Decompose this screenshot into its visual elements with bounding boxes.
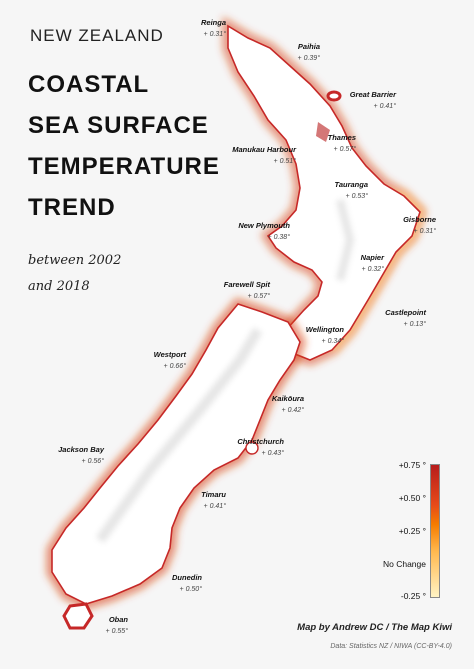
title-line-4: TREND xyxy=(28,194,116,221)
label-tauranga-name: Tauranga xyxy=(334,180,368,189)
label-gisborne-value: + 0.31° xyxy=(413,228,436,235)
label-jackson-bay-name: Jackson Bay xyxy=(58,445,104,454)
label-reinga-name: Reinga xyxy=(200,18,226,27)
label-dunedin-value: + 0.50° xyxy=(179,586,202,593)
label-napier-name: Napier xyxy=(360,253,384,262)
label-manukau-harbour: Manukau Harbour + 0.51° xyxy=(232,144,296,168)
label-kaikoura-value: + 0.42° xyxy=(281,407,304,414)
label-tauranga: Tauranga + 0.53° xyxy=(318,179,368,203)
label-new-plymouth-value: + 0.38° xyxy=(267,234,290,241)
banks-peninsula xyxy=(245,441,259,455)
title-line-3: TEMPERATURE xyxy=(28,153,220,180)
label-kaikoura: Kaikōura + 0.42° xyxy=(262,393,304,417)
thames-inlet xyxy=(316,122,330,142)
label-napier: Napier + 0.32° xyxy=(342,252,384,276)
title-line-2: SEA SURFACE xyxy=(28,112,209,139)
label-castlepoint: Castlepoint + 0.13° xyxy=(370,307,426,331)
label-dunedin: Dunedin + 0.50° xyxy=(154,572,202,596)
label-new-plymouth: New Plymouth + 0.38° xyxy=(222,220,290,244)
label-farewell-spit-value: + 0.57° xyxy=(247,293,270,300)
label-timaru-name: Timaru xyxy=(201,490,226,499)
label-new-plymouth-name: New Plymouth xyxy=(238,221,290,230)
label-timaru: Timaru + 0.41° xyxy=(184,489,226,513)
title-line-1: COASTAL xyxy=(28,71,150,98)
label-timaru-value: + 0.41° xyxy=(203,503,226,510)
subtitle: between 2002 and 2018 xyxy=(28,248,220,300)
label-great-barrier: Great Barrier + 0.41° xyxy=(330,89,396,113)
label-napier-value: + 0.32° xyxy=(361,266,384,273)
label-westport-name: Westport xyxy=(153,350,186,359)
label-westport-value: + 0.66° xyxy=(163,363,186,370)
terrain-shading xyxy=(95,199,355,543)
label-dunedin-name: Dunedin xyxy=(172,573,202,582)
data-source: Data: Statistics NZ / NIWA (CC-BY-4.0) xyxy=(330,643,452,650)
legend-label-min: -0.25 ° xyxy=(400,591,426,601)
label-manukau-value: + 0.51° xyxy=(273,158,296,165)
label-reinga-value: + 0.31° xyxy=(203,31,226,38)
legend: +0.75 ° +0.50 ° +0.25 ° No Change -0.25 … xyxy=(362,456,462,606)
map-credit: Map by Andrew DC / The Map Kiwi xyxy=(297,622,452,633)
label-jackson-bay-value: + 0.56° xyxy=(81,458,104,465)
label-thames: Thames + 0.57° xyxy=(326,132,356,156)
label-westport: Westport + 0.66° xyxy=(136,349,186,373)
map-kicker: NEW ZEALAND xyxy=(30,26,164,45)
label-castlepoint-value: + 0.13° xyxy=(403,321,426,328)
legend-label-no-change: No Change xyxy=(382,559,426,569)
label-christchurch-name: Christchurch xyxy=(237,437,284,446)
label-gisborne-name: Gisborne xyxy=(403,215,436,224)
subtitle-line-1: between 2002 xyxy=(28,253,122,268)
label-jackson-bay: Jackson Bay + 0.56° xyxy=(40,444,104,468)
label-paihia: Paihia + 0.39° xyxy=(268,41,320,65)
label-paihia-name: Paihia xyxy=(297,42,320,51)
legend-color-ramp xyxy=(430,464,440,598)
subtitle-line-2: and 2018 xyxy=(28,279,90,294)
label-wellington-name: Wellington xyxy=(305,325,344,334)
label-kaikoura-name: Kaikōura xyxy=(271,394,304,403)
label-christchurch: Christchurch + 0.43° xyxy=(222,436,284,460)
label-wellington-value: + 0.34° xyxy=(321,338,344,345)
label-manukau-name: Manukau Harbour xyxy=(232,145,296,154)
great-barrier-island xyxy=(326,90,342,102)
legend-label-max: +0.75 ° xyxy=(398,460,426,470)
legend-label-050: +0.50 ° xyxy=(398,493,426,503)
label-tauranga-value: + 0.53° xyxy=(345,193,368,200)
label-oban-name: Oban xyxy=(108,615,128,624)
label-reinga: Reinga + 0.31° xyxy=(170,17,226,41)
label-farewell-spit-name: Farewell Spit xyxy=(223,280,270,289)
label-thames-value: + 0.57° xyxy=(333,146,356,153)
legend-label-025: +0.25 ° xyxy=(398,526,426,536)
label-farewell-spit: Farewell Spit + 0.57° xyxy=(198,279,270,303)
stewart-island xyxy=(62,602,94,630)
label-paihia-value: + 0.39° xyxy=(297,55,320,62)
label-thames-name: Thames xyxy=(327,133,356,142)
label-oban: Oban + 0.55° xyxy=(88,614,128,638)
label-great-barrier-value: + 0.41° xyxy=(373,103,396,110)
title-block: NEW ZEALAND COASTAL SEA SURFACE TEMPERAT… xyxy=(28,26,220,300)
label-castlepoint-name: Castlepoint xyxy=(385,308,426,317)
label-great-barrier-name: Great Barrier xyxy=(349,90,396,99)
label-christchurch-value: + 0.43° xyxy=(261,450,284,457)
label-oban-value: + 0.55° xyxy=(105,628,128,635)
label-gisborne: Gisborne + 0.31° xyxy=(386,214,436,238)
label-wellington: Wellington + 0.34° xyxy=(292,324,344,348)
